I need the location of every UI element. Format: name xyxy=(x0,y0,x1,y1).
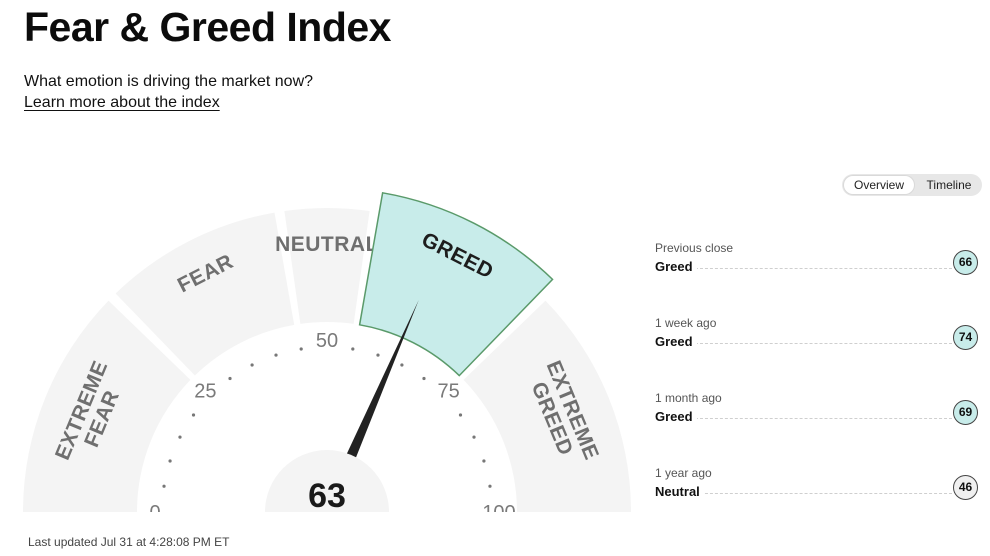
gauge-tick xyxy=(274,353,278,357)
gauge-tick xyxy=(162,484,166,488)
gauge-segment-greed xyxy=(358,191,554,377)
history-score: 46 xyxy=(953,475,978,500)
history-when: Previous close xyxy=(655,241,734,255)
gauge-tick xyxy=(472,435,476,439)
gauge-tick xyxy=(422,376,426,381)
gauge-tick xyxy=(400,363,404,367)
history-1-month: 1 month ago Greed 69 xyxy=(655,391,978,435)
history-when: 1 week ago xyxy=(655,316,717,330)
timeline-tab[interactable]: Timeline xyxy=(926,178,972,192)
leader-line xyxy=(695,418,952,419)
gauge-tick xyxy=(458,413,463,417)
gauge-baseline-mask xyxy=(0,512,660,530)
history-rating: Greed xyxy=(655,259,697,274)
leader-line xyxy=(695,343,952,344)
gauge-tick xyxy=(488,484,492,488)
history-when: 1 year ago xyxy=(655,466,712,480)
gauge-segment-extreme-fear xyxy=(23,300,191,512)
history-score: 69 xyxy=(953,400,978,425)
history-score: 74 xyxy=(953,325,978,350)
gauge-segment-neutral xyxy=(284,208,370,324)
gauge-tick xyxy=(250,363,254,367)
history-rating: Greed xyxy=(655,409,697,424)
gauge-tick xyxy=(482,459,486,463)
view-toggle: Overview Timeline xyxy=(842,174,982,196)
learn-more-link[interactable]: Learn more about the index xyxy=(24,94,220,111)
gauge-tick xyxy=(178,435,182,439)
history-1-year: 1 year ago Neutral 46 xyxy=(655,466,978,510)
overview-tab[interactable]: Overview xyxy=(844,176,914,194)
gauge-tick xyxy=(228,376,232,381)
history-score: 66 xyxy=(953,250,978,275)
page-subtitle: What emotion is driving the market now? xyxy=(24,73,314,90)
gauge-needle xyxy=(346,299,419,459)
gauge-tick-label: 75 xyxy=(437,380,459,402)
leader-line xyxy=(695,268,952,269)
gauge-inner-area xyxy=(139,324,515,512)
gauge-tick-label: 50 xyxy=(316,330,338,352)
last-updated: Last updated Jul 31 at 4:28:08 PM ET xyxy=(28,535,230,549)
history-rating: Neutral xyxy=(655,484,704,499)
gauge-value: 63 xyxy=(308,477,346,515)
gauge-tick xyxy=(351,347,355,351)
history-when: 1 month ago xyxy=(655,391,722,405)
gauge-segment-fear xyxy=(115,212,295,376)
gauge-segment-extreme-greed xyxy=(463,300,631,512)
gauge-tick xyxy=(191,413,196,417)
gauge-center-disc xyxy=(265,450,389,530)
history-rating: Greed xyxy=(655,334,697,349)
history-previous-close: Previous close Greed 66 xyxy=(655,241,978,285)
gauge-tick xyxy=(168,459,172,463)
gauge-segment-label: NEUTRAL xyxy=(275,233,379,256)
gauge-tick xyxy=(299,347,303,351)
leader-line xyxy=(695,493,952,494)
gauge-tick xyxy=(376,353,380,357)
gauge-tick-label: 25 xyxy=(194,380,216,402)
page-title: Fear & Greed Index xyxy=(24,4,391,50)
history-1-week: 1 week ago Greed 74 xyxy=(655,316,978,360)
